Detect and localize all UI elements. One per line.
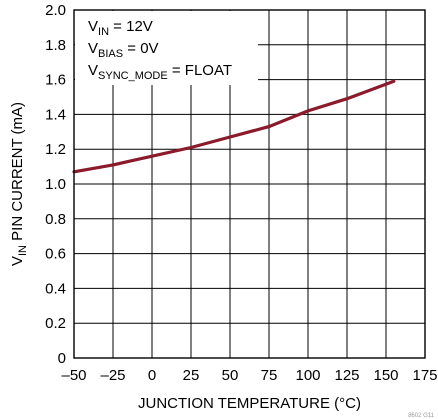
y-tick-label: 1.8 [45,37,66,54]
y-tick-label: 1.0 [45,176,66,193]
axis-titles: JUNCTION TEMPERATURE (°C) VIN PIN CURRENT… [9,102,435,419]
y-tick-label: 1.2 [45,141,66,158]
annotation-symbol: V [88,18,98,35]
annotation-symbol: V [88,40,98,57]
annotation-subscript: BIAS [98,48,123,60]
figure-id: 8602 G11 [408,413,435,419]
y-tick-label: 0.8 [45,211,66,228]
x-tick-label: 125 [334,367,359,384]
x-tick-label: 0 [148,367,156,384]
y-tick-label: 1.6 [45,72,66,89]
x-tick-label: –25 [100,367,125,384]
annotation-background [75,11,258,85]
y-tick-label: 1.4 [45,106,66,123]
x-tick-label: 50 [222,367,239,384]
y-axis-title-text: PIN CURRENT (mA) [9,102,26,245]
y-axis-title-symbol: V [9,256,26,266]
annotation-line: VBIAS = 0V [88,40,159,60]
y-axis-title-subscript: IN [17,245,29,256]
x-tick-label: 75 [261,367,278,384]
x-tick-label: 150 [373,367,398,384]
annotation-value: = 12V [109,18,153,35]
annotation-value: = FLOAT [168,62,232,79]
x-axis-title: JUNCTION TEMPERATURE (°C) [138,395,361,412]
y-tick-label: 0 [58,350,66,367]
plot-frame [73,9,426,359]
x-tick-label: 100 [295,367,320,384]
x-tick-label: 25 [183,367,200,384]
y-tick-label: 0.4 [45,280,66,297]
x-tick-label: –50 [61,367,86,384]
y-tick-label: 2.0 [45,2,66,19]
annotation-subscript: IN [98,26,109,38]
annotation-symbol: V [88,62,98,79]
annotation-line: VSYNC_MODE = FLOAT [88,62,232,82]
x-tick-label: 175 [412,367,437,384]
y-axis-title: VIN PIN CURRENT (mA) [9,102,29,266]
annotation-value: = 0V [123,40,158,57]
y-tick-label: 0.2 [45,315,66,332]
series-layer [72,79,396,174]
y-tick-label: 0.6 [45,246,66,263]
plot-border [73,9,426,359]
annotation-subscript: SYNC_MODE [98,70,168,82]
annotation-line: VIN = 12V [88,18,153,38]
tick-labels: –50 –25 0 25 50 75 100 125 150 175 0 0.2 0.4 0.6 0.8 1.… [45,2,437,384]
series-line [72,79,396,174]
